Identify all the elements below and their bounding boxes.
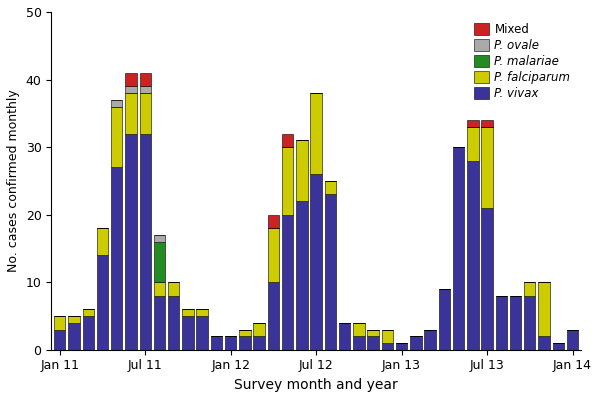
Bar bbox=[196, 309, 208, 316]
Bar bbox=[239, 330, 251, 336]
Bar bbox=[111, 167, 122, 350]
Bar bbox=[253, 336, 265, 350]
Y-axis label: No. cases confirmed monthly: No. cases confirmed monthly bbox=[7, 89, 20, 272]
Bar bbox=[396, 343, 407, 350]
Bar bbox=[524, 296, 535, 350]
Bar bbox=[310, 174, 322, 350]
Bar bbox=[481, 208, 493, 350]
Bar bbox=[268, 215, 279, 228]
Bar bbox=[382, 343, 393, 350]
Bar bbox=[553, 343, 564, 350]
Bar bbox=[140, 134, 151, 350]
Bar bbox=[496, 296, 507, 350]
Bar bbox=[154, 242, 165, 282]
Bar bbox=[268, 228, 279, 282]
Bar bbox=[538, 282, 550, 336]
Bar bbox=[83, 309, 94, 316]
Bar bbox=[225, 336, 236, 350]
Bar bbox=[196, 316, 208, 350]
Bar bbox=[111, 107, 122, 167]
Bar bbox=[524, 282, 535, 296]
Bar bbox=[154, 235, 165, 242]
Bar bbox=[325, 181, 336, 194]
Bar bbox=[510, 296, 521, 350]
Bar bbox=[467, 127, 479, 160]
Bar bbox=[353, 323, 365, 336]
Bar bbox=[97, 255, 108, 350]
Bar bbox=[453, 147, 464, 350]
Bar bbox=[467, 120, 479, 127]
Bar bbox=[168, 282, 179, 296]
Bar bbox=[567, 330, 578, 350]
Bar bbox=[125, 134, 137, 350]
Bar bbox=[211, 336, 222, 350]
Bar bbox=[481, 127, 493, 208]
Bar bbox=[182, 316, 194, 350]
Bar bbox=[154, 296, 165, 350]
X-axis label: Survey month and year: Survey month and year bbox=[234, 378, 398, 392]
Bar bbox=[325, 194, 336, 350]
Bar bbox=[353, 336, 365, 350]
Bar bbox=[282, 215, 293, 350]
Bar bbox=[54, 316, 65, 330]
Bar bbox=[367, 336, 379, 350]
Bar bbox=[253, 323, 265, 336]
Bar bbox=[481, 120, 493, 127]
Bar bbox=[125, 86, 137, 93]
Bar bbox=[125, 73, 137, 86]
Bar bbox=[424, 330, 436, 350]
Bar bbox=[140, 93, 151, 134]
Bar bbox=[239, 336, 251, 350]
Bar bbox=[125, 93, 137, 134]
Bar bbox=[367, 330, 379, 336]
Bar bbox=[182, 309, 194, 316]
Bar bbox=[382, 330, 393, 343]
Legend: Mixed, P. ovale, P. malariae, P. falciparum, P. vivax: Mixed, P. ovale, P. malariae, P. falcipa… bbox=[470, 18, 575, 104]
Bar bbox=[111, 100, 122, 107]
Bar bbox=[439, 289, 450, 350]
Bar bbox=[339, 323, 350, 350]
Bar bbox=[282, 147, 293, 215]
Bar bbox=[268, 282, 279, 350]
Bar bbox=[68, 316, 80, 323]
Bar bbox=[282, 134, 293, 147]
Bar bbox=[54, 330, 65, 350]
Bar bbox=[296, 201, 308, 350]
Bar bbox=[68, 323, 80, 350]
Bar bbox=[140, 86, 151, 93]
Bar bbox=[154, 282, 165, 296]
Bar bbox=[310, 93, 322, 174]
Bar bbox=[140, 73, 151, 86]
Bar bbox=[168, 296, 179, 350]
Bar bbox=[296, 140, 308, 201]
Bar bbox=[467, 160, 479, 350]
Bar bbox=[410, 336, 422, 350]
Bar bbox=[538, 336, 550, 350]
Bar bbox=[83, 316, 94, 350]
Bar bbox=[97, 228, 108, 255]
